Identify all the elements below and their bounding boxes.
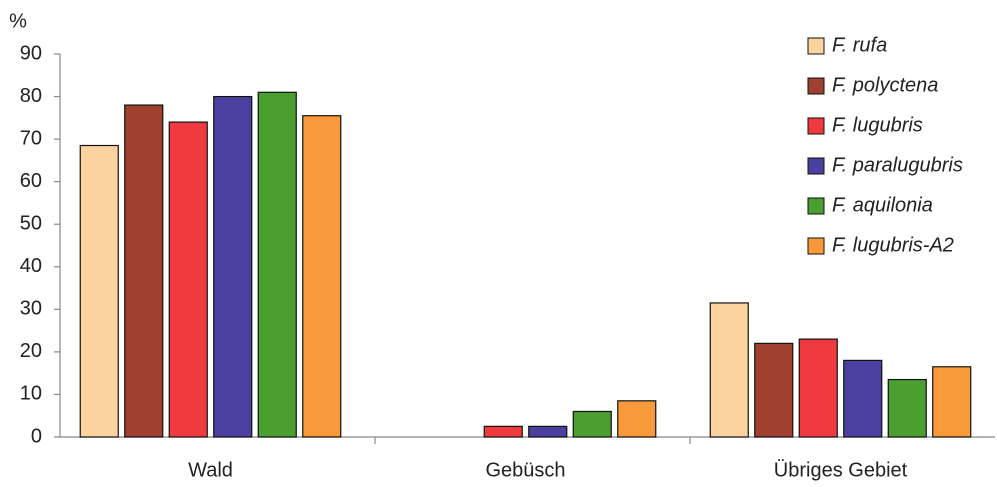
legend-swatch (807, 237, 825, 255)
bar (572, 410, 612, 438)
legend-swatch (807, 117, 825, 135)
y-tick-label: 90 (20, 42, 42, 64)
y-tick-label: 70 (20, 127, 42, 149)
bar (79, 144, 119, 438)
bar (932, 366, 972, 438)
y-tick-label: 20 (20, 340, 42, 362)
legend-swatch (807, 77, 825, 95)
bar (257, 91, 297, 438)
bar (709, 302, 749, 438)
bar (124, 104, 164, 438)
bar (168, 121, 208, 438)
x-tick-label: Wald (188, 459, 233, 481)
legend-swatch (807, 37, 825, 55)
bar (483, 425, 523, 438)
bar (798, 338, 838, 438)
y-tick-label: 10 (20, 383, 42, 405)
legend-label: F. paralugubris (832, 154, 963, 176)
y-tick-label: 80 (20, 85, 42, 107)
legend-swatch (807, 157, 825, 175)
bar (754, 342, 794, 438)
legend-label: F. polyctena (832, 74, 938, 96)
bar (213, 95, 253, 438)
legend-swatch (807, 197, 825, 215)
legend-label: F. lugubris-A2 (832, 234, 954, 256)
legend-label: F. rufa (832, 34, 887, 56)
bar (887, 378, 927, 438)
bar (617, 400, 657, 438)
y-tick-label: 50 (20, 213, 42, 235)
y-tick-label: 40 (20, 255, 42, 277)
bar (302, 115, 342, 438)
y-tick-label: 30 (20, 298, 42, 320)
y-axis-label: % (9, 10, 27, 32)
x-tick-label: Übriges Gebiet (774, 459, 908, 481)
y-tick-label: 60 (20, 170, 42, 192)
legend-label: F. aquilonia (832, 194, 933, 216)
legend-label: F. lugubris (832, 114, 923, 136)
bar (528, 425, 568, 438)
y-tick-label: 0 (31, 425, 42, 447)
x-tick-label: Gebüsch (485, 459, 565, 481)
bar (843, 359, 883, 438)
